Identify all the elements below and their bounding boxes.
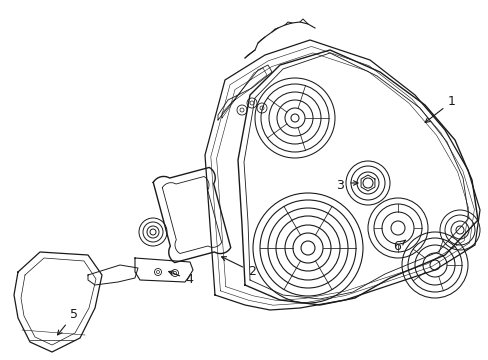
Text: 4: 4 [168, 271, 192, 286]
Text: 5: 5 [58, 308, 78, 335]
Text: 1: 1 [424, 95, 455, 122]
Text: 3: 3 [335, 179, 343, 192]
Text: 6: 6 [392, 239, 400, 252]
Text: 2: 2 [221, 257, 255, 278]
